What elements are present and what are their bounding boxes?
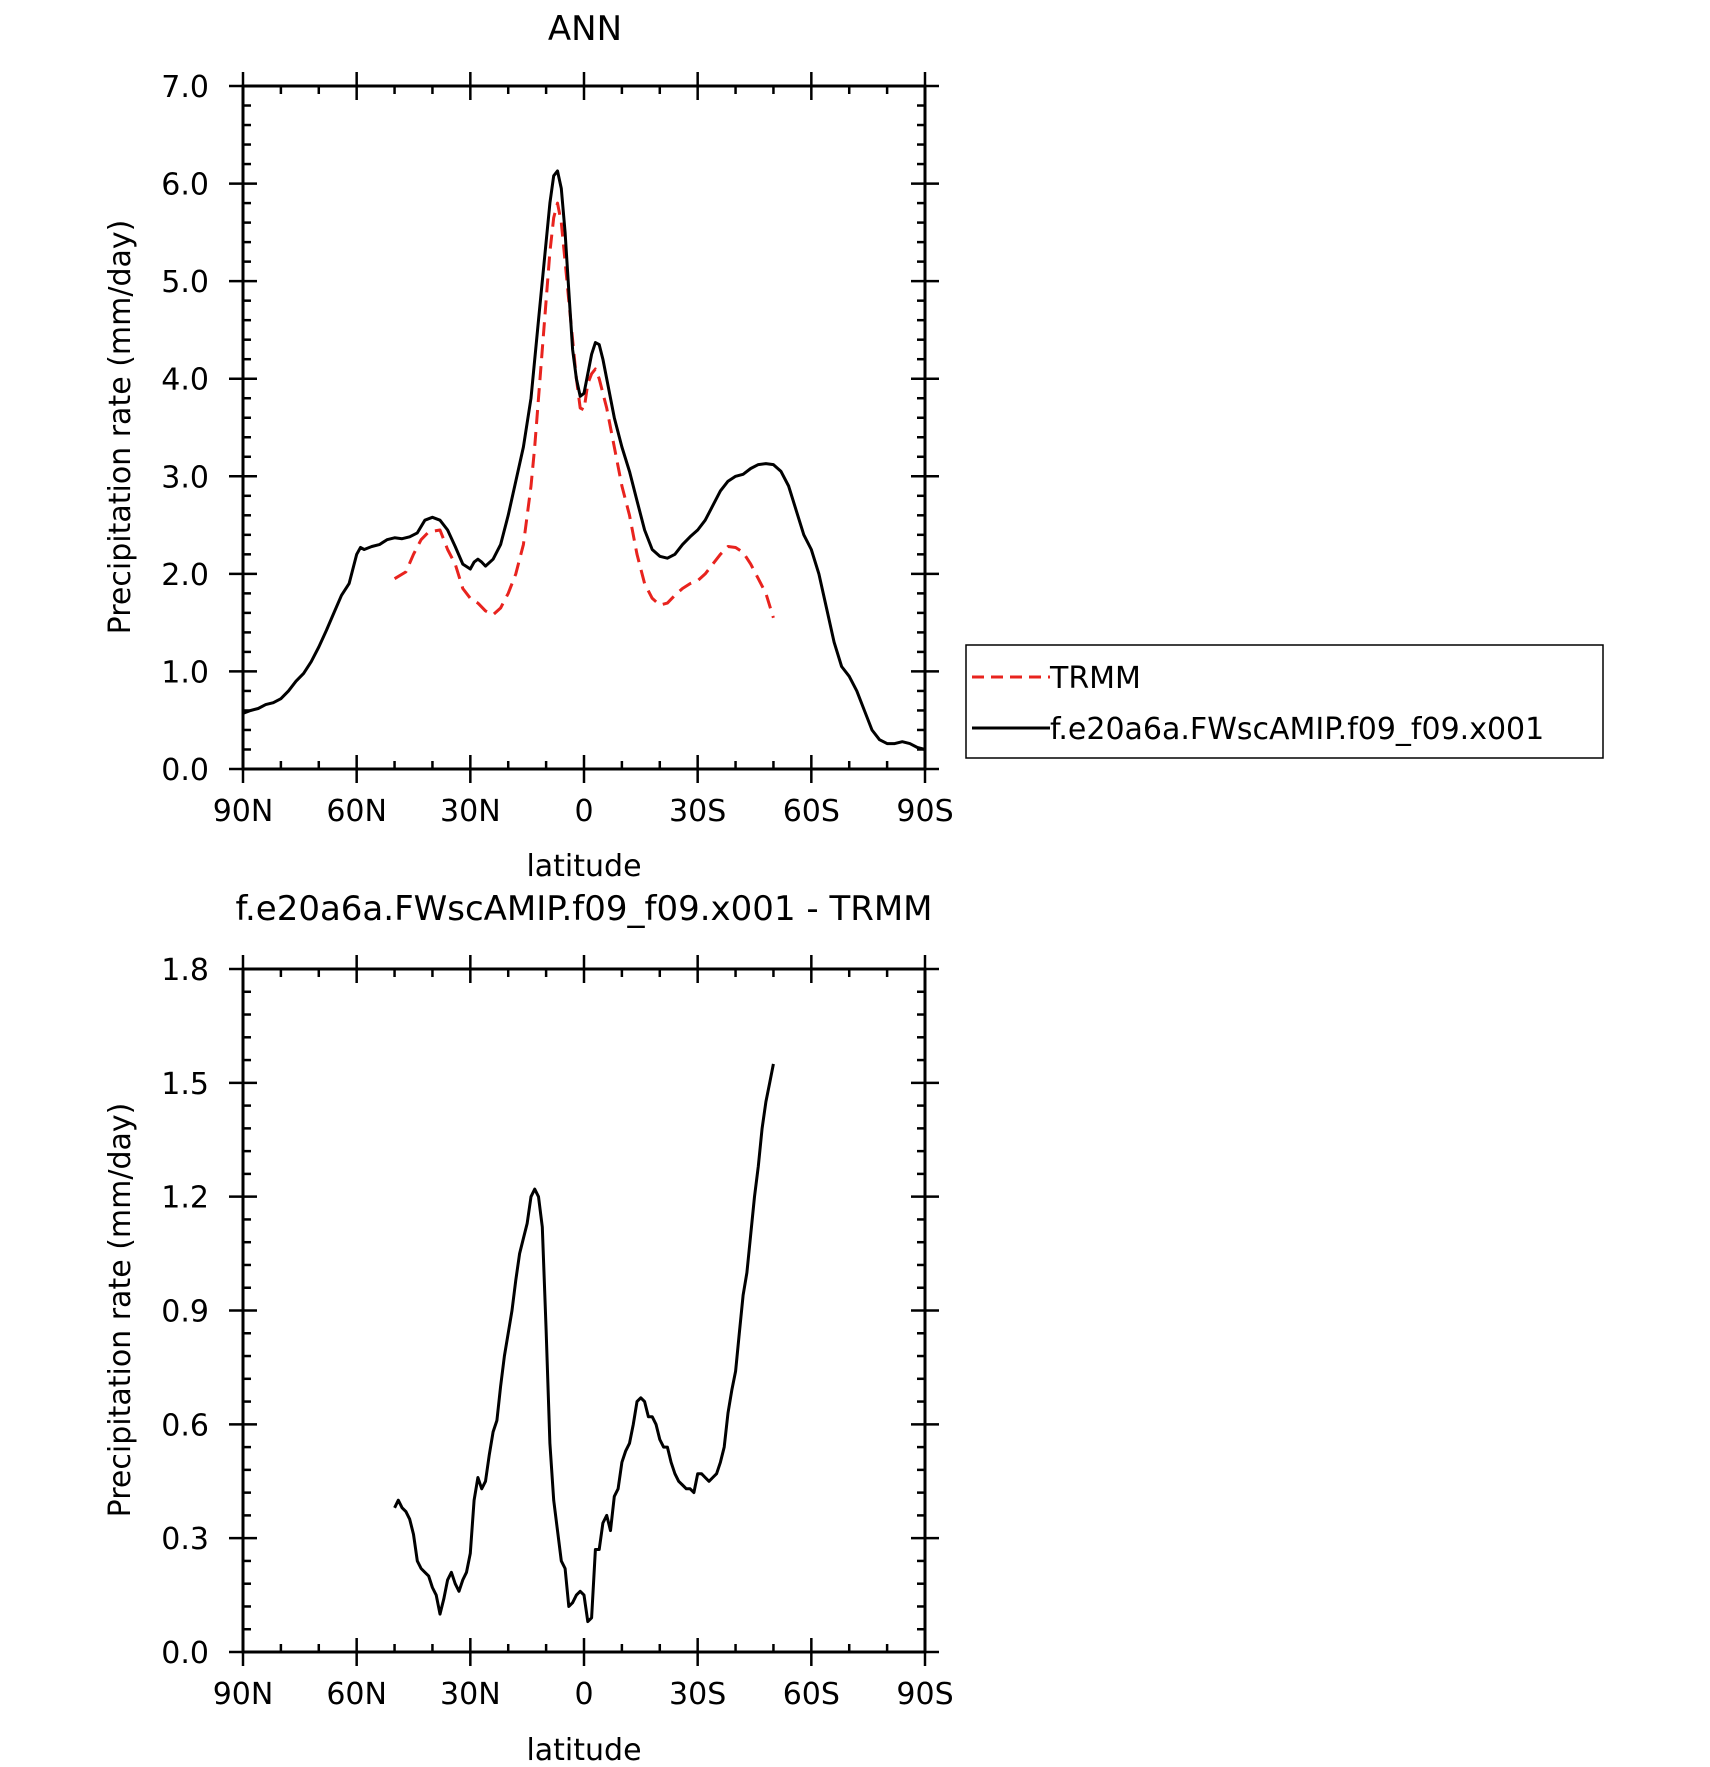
x-axis-label-top: latitude: [526, 849, 641, 884]
y-tick-label-top: 0.0: [161, 753, 209, 788]
legend-box: [965, 644, 1604, 759]
x-tick-label-bottom: 0: [574, 1677, 593, 1712]
x-tick-label-bottom: 90S: [896, 1677, 953, 1712]
x-tick-label-top: 0: [574, 794, 593, 829]
ticks-bottom: [229, 955, 939, 1666]
y-tick-label-bottom: 1.2: [161, 1181, 209, 1216]
y-tick-label-top: 1.0: [161, 655, 209, 690]
chart-panel-bottom: f.e20a6a.FWscAMIP.f09_f09.x001 - TRMM 90…: [103, 889, 954, 1767]
x-tick-label-top: 90S: [896, 794, 953, 829]
y-tick-label-top: 5.0: [161, 265, 209, 300]
legend-label-model: f.e20a6a.FWscAMIP.f09_f09.x001: [1050, 712, 1544, 747]
y-tick-label-bottom: 1.8: [161, 953, 209, 988]
y-tick-labels-bottom: 0.0 0.3 0.6 0.9 1.2 1.5 1.8: [161, 953, 209, 1671]
x-tick-label-top: 30N: [440, 794, 501, 829]
y-axis-label-bottom: Precipitation rate (mm/day): [103, 1103, 138, 1518]
chart-title-top: ANN: [548, 9, 622, 49]
x-tick-label-bottom: 60N: [326, 1677, 387, 1712]
y-axis-label-top: Precipitation rate (mm/day): [103, 220, 138, 635]
legend: TRMM f.e20a6a.FWscAMIP.f09_f09.x001: [965, 644, 1604, 759]
model-line-bottom: [393, 1063, 775, 1624]
chart-title-bottom: f.e20a6a.FWscAMIP.f09_f09.x001 - TRMM: [235, 889, 932, 929]
x-tick-label-bottom: 60S: [783, 1677, 840, 1712]
model-line-top: [242, 169, 926, 751]
x-tick-labels-top: 90N 60N 30N 0 30S 60S 90S: [213, 794, 954, 829]
x-tick-label-bottom: 90N: [213, 1677, 274, 1712]
series-lines-top: [242, 169, 926, 751]
y-tick-label-top: 2.0: [161, 558, 209, 593]
y-tick-label-bottom: 0.9: [161, 1295, 209, 1330]
x-tick-label-bottom: 30N: [440, 1677, 501, 1712]
plot-frame-top: [241, 84, 927, 771]
plot-frame-bottom: [241, 967, 927, 1654]
series-lines-bottom: [393, 1063, 775, 1624]
x-axis-label-bottom: latitude: [526, 1733, 641, 1767]
y-tick-label-top: 7.0: [161, 70, 209, 105]
x-tick-labels-bottom: 90N 60N 30N 0 30S 60S 90S: [213, 1677, 954, 1712]
y-tick-label-top: 3.0: [161, 460, 209, 495]
ticks-top: [229, 72, 939, 783]
y-tick-label-bottom: 0.6: [161, 1408, 209, 1443]
x-tick-label-top: 60N: [326, 794, 387, 829]
legend-label-trmm: TRMM: [1049, 661, 1141, 696]
y-tick-label-top: 6.0: [161, 168, 209, 203]
x-tick-label-top: 60S: [783, 794, 840, 829]
y-tick-label-top: 4.0: [161, 363, 209, 398]
trmm-line-top: [393, 201, 775, 619]
chart-panel-top: ANN 90N 60N 30N 0 30S 60S 90S 0.0 1.0 2.0 3.0 4.0 5…: [103, 9, 1604, 884]
y-tick-label-bottom: 0.0: [161, 1636, 209, 1671]
y-tick-label-bottom: 0.3: [161, 1522, 209, 1557]
x-tick-label-bottom: 30S: [669, 1677, 726, 1712]
y-tick-labels-top: 0.0 1.0 2.0 3.0 4.0 5.0 6.0 7.0: [161, 70, 209, 788]
x-tick-label-top: 30S: [669, 794, 726, 829]
x-tick-label-top: 90N: [213, 794, 274, 829]
y-tick-label-bottom: 1.5: [161, 1067, 209, 1102]
